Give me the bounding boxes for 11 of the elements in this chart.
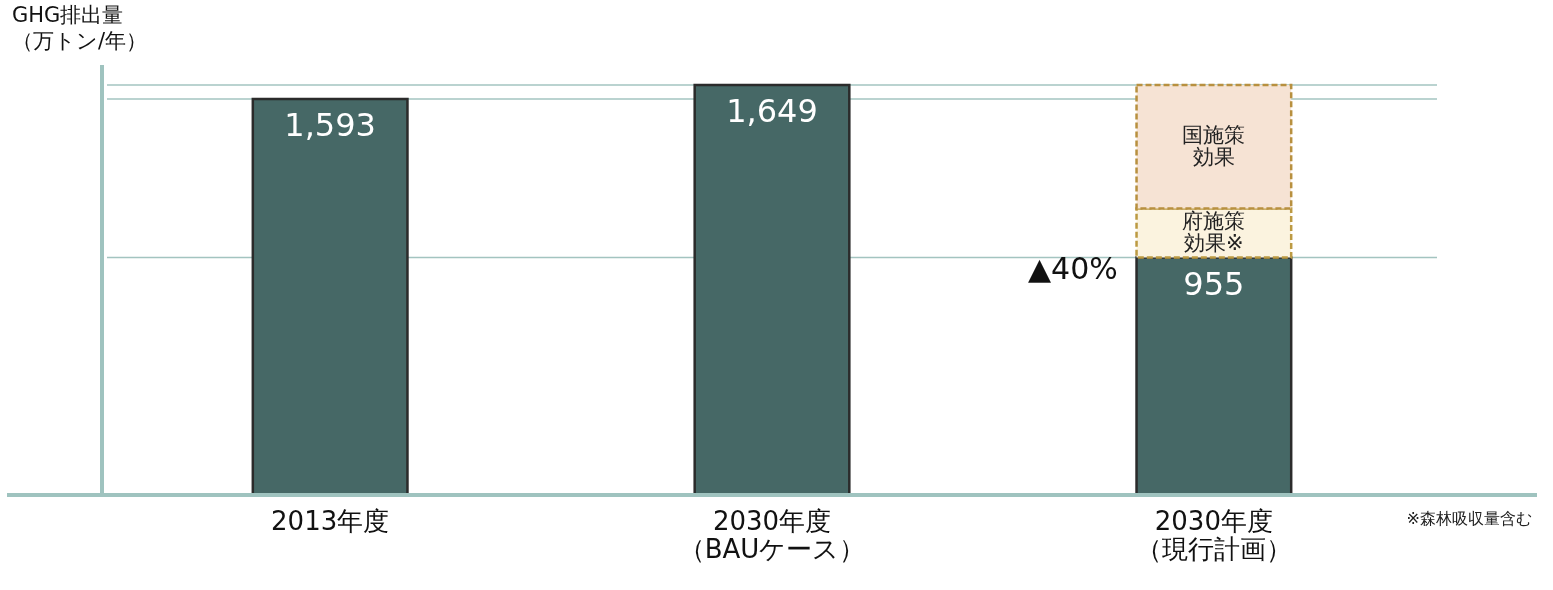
x-tick-label: 2030年度（BAUケース） bbox=[678, 506, 866, 564]
data-label: 955 bbox=[1183, 264, 1245, 303]
annotation: ▲40% bbox=[1028, 250, 1118, 286]
series-label: 府施策効果※ bbox=[1182, 209, 1246, 256]
x-tick-label: 2030年度（現行計画） bbox=[1135, 506, 1292, 564]
data-label: 1,593 bbox=[284, 105, 376, 144]
x-tick-label: 2013年度 bbox=[271, 506, 390, 536]
text: ※森林吸収量含む bbox=[1406, 509, 1532, 528]
series-label: 国施策効果 bbox=[1182, 122, 1246, 169]
data-label: 1,649 bbox=[726, 92, 818, 130]
y-axis-title: GHG排出量（万トン/年） bbox=[12, 3, 148, 53]
